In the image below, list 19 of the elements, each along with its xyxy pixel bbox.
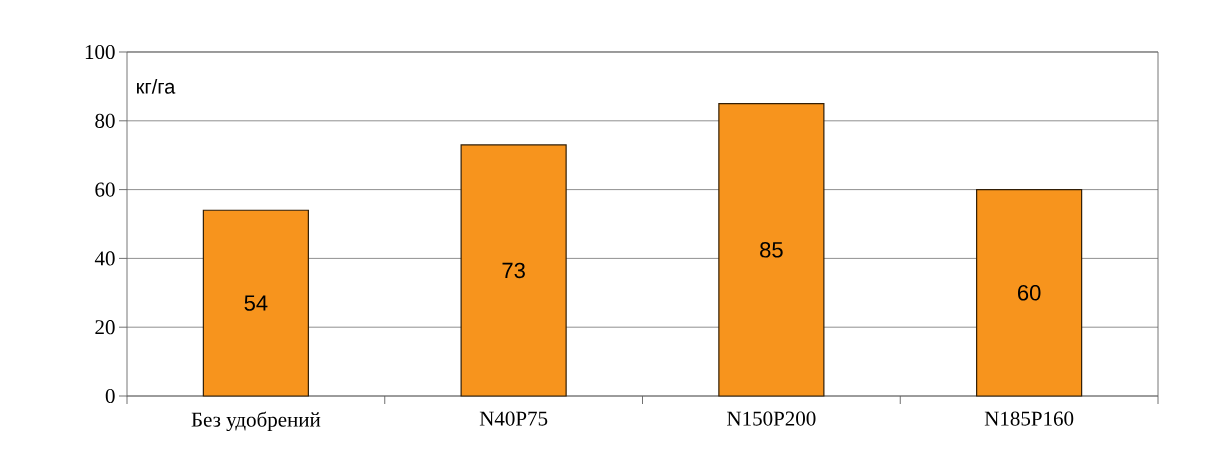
bar xyxy=(202,209,309,397)
data-label: 85 xyxy=(760,242,783,258)
y-tick-label: 20 xyxy=(95,320,115,335)
x-tick-label: N185P160 xyxy=(984,411,1074,426)
bar xyxy=(976,189,1083,397)
y-tick-label: 0 xyxy=(105,388,115,404)
x-tick-label: Без удобрений xyxy=(191,411,321,432)
x-tick-label: N150P200 xyxy=(727,411,816,426)
y-tick-label: 60 xyxy=(95,182,115,197)
y-axis-title: кг/га xyxy=(137,79,176,94)
data-label: 54 xyxy=(244,295,268,311)
bar xyxy=(718,103,825,397)
data-label: 60 xyxy=(1018,285,1041,301)
y-tick-label: 80 xyxy=(95,113,115,128)
y-tick-label: 100 xyxy=(85,44,115,60)
x-tick-label: N40P75 xyxy=(479,411,548,426)
bar xyxy=(460,144,567,397)
data-label: 73 xyxy=(502,262,525,279)
y-tick-label: 40 xyxy=(94,251,115,266)
